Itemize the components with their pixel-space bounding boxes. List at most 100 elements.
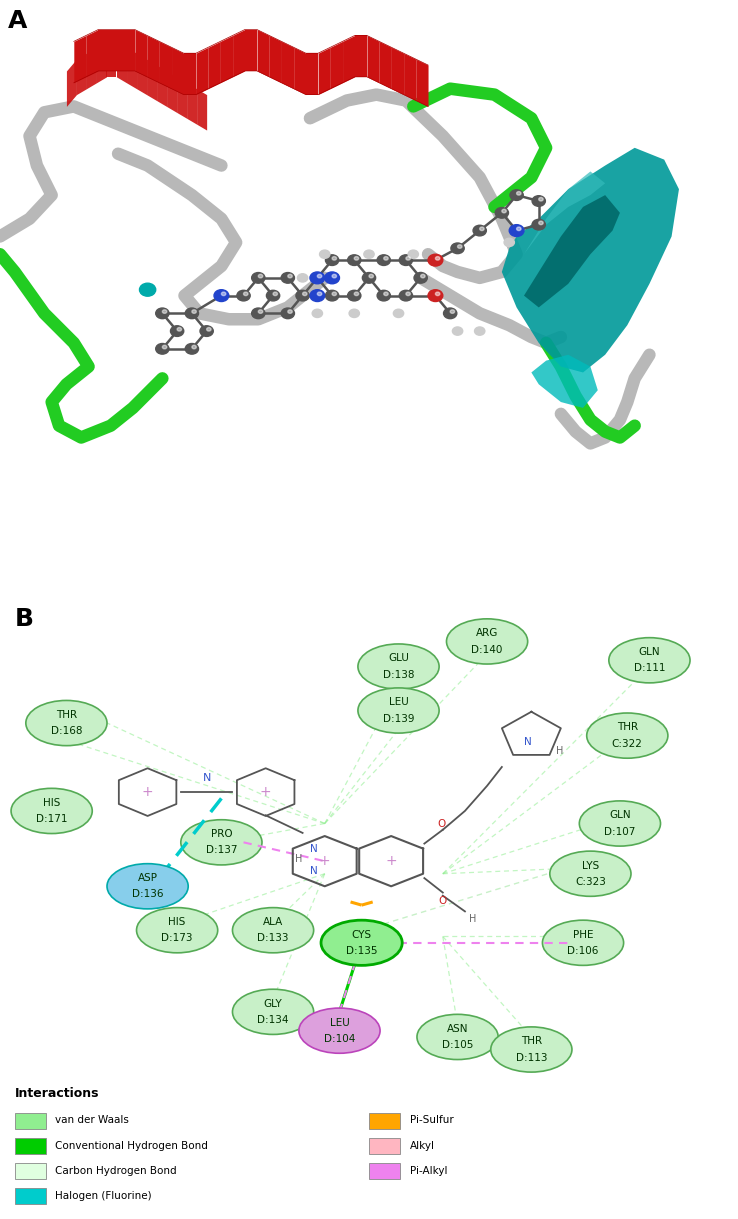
Ellipse shape (137, 908, 218, 953)
Text: HIS: HIS (43, 797, 61, 808)
Ellipse shape (579, 801, 661, 846)
Circle shape (349, 310, 359, 317)
Circle shape (281, 273, 294, 283)
Text: ALA: ALA (263, 917, 283, 928)
Circle shape (502, 210, 506, 213)
Circle shape (156, 308, 169, 318)
Circle shape (200, 325, 213, 336)
Text: Alkyl: Alkyl (410, 1141, 435, 1151)
Circle shape (192, 345, 196, 349)
Circle shape (252, 273, 265, 283)
Circle shape (399, 255, 413, 266)
Text: D:105: D:105 (442, 1040, 473, 1050)
FancyBboxPatch shape (369, 1139, 400, 1153)
Circle shape (354, 256, 359, 260)
Polygon shape (524, 195, 620, 307)
Text: D:140: D:140 (472, 645, 503, 655)
Circle shape (452, 327, 463, 335)
Text: D:106: D:106 (568, 946, 599, 956)
Circle shape (384, 293, 388, 296)
Text: D:138: D:138 (383, 669, 414, 680)
Text: D:107: D:107 (604, 826, 635, 836)
Text: LEU: LEU (330, 1018, 349, 1028)
Circle shape (332, 274, 337, 278)
Text: H: H (556, 746, 563, 756)
Circle shape (332, 256, 337, 260)
Circle shape (421, 274, 425, 278)
Circle shape (156, 344, 169, 355)
Text: D:111: D:111 (634, 663, 665, 673)
Text: Pi-Alkyl: Pi-Alkyl (410, 1165, 447, 1175)
Circle shape (435, 256, 440, 260)
Circle shape (377, 255, 390, 266)
Text: N: N (310, 844, 317, 853)
Circle shape (177, 328, 182, 332)
Circle shape (517, 227, 521, 230)
Text: O: O (437, 818, 446, 829)
Text: Pi-Sulfur: Pi-Sulfur (410, 1115, 453, 1125)
Ellipse shape (417, 1014, 498, 1059)
Ellipse shape (11, 789, 92, 834)
Polygon shape (531, 355, 598, 408)
Text: D:104: D:104 (324, 1034, 355, 1043)
Circle shape (393, 310, 404, 317)
Text: D:139: D:139 (383, 713, 414, 724)
Ellipse shape (107, 864, 188, 909)
Circle shape (428, 290, 443, 301)
Text: C:323: C:323 (575, 876, 606, 887)
Text: THR: THR (617, 723, 638, 733)
Text: D:173: D:173 (162, 934, 193, 944)
Circle shape (450, 310, 455, 313)
Circle shape (384, 256, 388, 260)
Circle shape (406, 293, 410, 296)
Circle shape (539, 197, 543, 201)
Ellipse shape (550, 851, 631, 896)
Circle shape (369, 274, 373, 278)
Text: ASP: ASP (137, 873, 158, 883)
Text: GLU: GLU (388, 653, 409, 663)
Text: D:113: D:113 (516, 1053, 547, 1063)
Text: B: B (15, 607, 34, 631)
Ellipse shape (358, 688, 439, 733)
Ellipse shape (587, 713, 668, 758)
Circle shape (214, 290, 229, 301)
Circle shape (312, 310, 323, 317)
Circle shape (185, 344, 199, 355)
Ellipse shape (26, 701, 107, 746)
Circle shape (414, 273, 427, 283)
Text: van der Waals: van der Waals (55, 1115, 129, 1125)
Text: +: + (142, 785, 154, 800)
Circle shape (296, 290, 309, 301)
Text: GLN: GLN (609, 811, 631, 820)
Circle shape (451, 243, 464, 254)
Circle shape (377, 290, 390, 301)
Text: Halogen (Fluorine): Halogen (Fluorine) (55, 1191, 152, 1201)
Text: D:168: D:168 (51, 727, 82, 736)
Circle shape (310, 290, 325, 301)
Text: N: N (310, 865, 317, 875)
Circle shape (237, 290, 250, 301)
Text: THR: THR (521, 1036, 542, 1046)
Text: D:134: D:134 (258, 1015, 289, 1025)
Text: H: H (295, 855, 303, 864)
FancyBboxPatch shape (15, 1163, 46, 1179)
Circle shape (325, 255, 339, 266)
Circle shape (325, 290, 339, 301)
Circle shape (273, 293, 277, 296)
Text: N: N (524, 736, 531, 747)
Circle shape (532, 196, 545, 206)
Circle shape (517, 191, 521, 195)
Ellipse shape (321, 920, 402, 965)
Text: D:137: D:137 (206, 846, 237, 856)
Circle shape (221, 293, 226, 296)
Circle shape (332, 293, 337, 296)
Text: PHE: PHE (573, 930, 593, 940)
Circle shape (354, 293, 359, 296)
Circle shape (252, 308, 265, 318)
Circle shape (288, 310, 292, 313)
Circle shape (495, 207, 508, 218)
Circle shape (475, 327, 485, 335)
FancyBboxPatch shape (369, 1113, 400, 1129)
Text: Conventional Hydrogen Bond: Conventional Hydrogen Bond (55, 1141, 208, 1151)
Circle shape (207, 328, 211, 332)
